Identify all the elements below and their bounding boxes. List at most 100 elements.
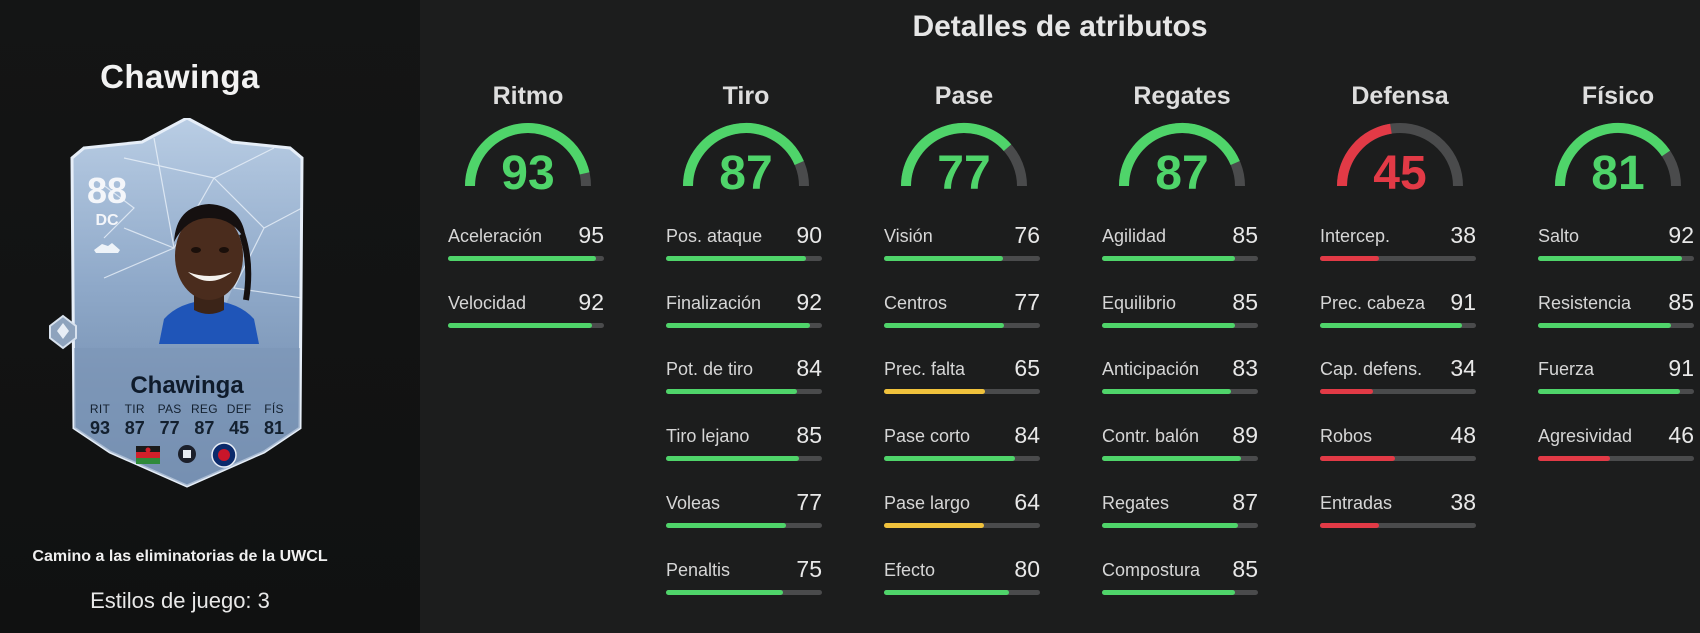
- attribute-bar-track: [1320, 322, 1476, 328]
- boot-icon: [94, 243, 120, 253]
- attribute-row: Velocidad 92: [448, 289, 608, 343]
- attribute-name: Visión: [884, 226, 933, 246]
- attribute-bar-track: [1320, 522, 1476, 528]
- attribute-bar-track: [666, 322, 822, 328]
- attribute-bar-track: [884, 456, 1040, 462]
- attribute-row: Agilidad 85: [1102, 222, 1262, 276]
- attribute-row: Finalización 92: [666, 289, 826, 343]
- attribute-row: Prec. cabeza 91: [1320, 289, 1480, 343]
- attribute-bar-track: [448, 256, 604, 261]
- card-stat: REG 87: [188, 402, 220, 439]
- attribute-bar-track: [1102, 589, 1258, 595]
- attribute-value: 48: [1450, 422, 1476, 449]
- attribute-bar-track: [884, 389, 1040, 395]
- attribute-bar-track: [1102, 256, 1258, 261]
- attribute-bar-track: [666, 389, 822, 395]
- attribute-name: Aceleración: [448, 226, 543, 246]
- attribute-bar-fill: [1538, 256, 1682, 261]
- category-column: Tiro 87 Pos. ataque 90 Finalización 92 Pot. de…: [666, 0, 826, 633]
- attribute-row: Cap. defens. 34: [1320, 355, 1480, 409]
- category-column: Ritmo 93 Aceleración 95 Velocidad 92: [448, 0, 608, 633]
- attribute-bar-track: [884, 322, 1040, 328]
- attribute-row: Penaltis 75: [666, 556, 826, 610]
- card-stat: PAS 77: [154, 402, 186, 439]
- attribute-bar-fill: [1102, 589, 1235, 595]
- attribute-name: Pase corto: [884, 426, 971, 447]
- attribute-value: 64: [1014, 488, 1040, 515]
- card-stats: RIT 93 TIR 87 PAS 77 REG 87 DEF 45 FÍS 81: [84, 402, 290, 439]
- attribute-bar-fill: [1538, 389, 1680, 395]
- attribute-row: Centros 77: [884, 289, 1044, 343]
- card-stat-label: RIT: [89, 402, 111, 416]
- attribute-name: Intercep.: [1320, 226, 1391, 246]
- attribute-row: Voleas 77: [666, 489, 826, 543]
- attribute-bar-fill: [884, 522, 984, 528]
- attribute-name: Finalización: [666, 292, 762, 313]
- card-stat-label: REG: [190, 402, 218, 416]
- player-name: Chawinga: [100, 58, 260, 95]
- attribute-value: 85: [1232, 288, 1258, 315]
- attribute-bar-fill: [1538, 322, 1671, 328]
- attribute-row: Prec. falta 65: [884, 355, 1044, 409]
- attribute-name: Compostura: [1102, 559, 1201, 580]
- attribute-value: 85: [1232, 222, 1258, 248]
- attribute-value: 34: [1450, 355, 1476, 382]
- attribute-bar-track: [1102, 522, 1258, 528]
- player-card[interactable]: 88 DC Chawinga RIT 93 TIR 87 PAS 77 REG 87 D…: [49, 118, 310, 490]
- attribute-value: 77: [796, 488, 822, 515]
- attribute-value: 91: [1450, 288, 1476, 315]
- category-gauge: [683, 123, 809, 187]
- attribute-value: 85: [1232, 555, 1258, 582]
- attribute-value: 38: [1450, 222, 1476, 248]
- attribute-bar-track: [666, 456, 822, 462]
- attribute-bar-fill: [884, 256, 1003, 261]
- attribute-value: 76: [1014, 222, 1040, 248]
- category-gauge: [901, 122, 1027, 187]
- attribute-value: 95: [578, 222, 604, 248]
- card-stat-label: TIR: [124, 402, 145, 416]
- attribute-row: Tiro lejano 85: [666, 422, 826, 476]
- category-title: Defensa: [1351, 82, 1449, 110]
- attribute-bar-fill: [1320, 256, 1380, 261]
- category-rating: 77: [937, 147, 991, 200]
- attribute-row: Intercep. 38: [1320, 222, 1480, 276]
- attribute-bar-track: [666, 256, 822, 261]
- attribute-bar-track: [884, 589, 1040, 595]
- gauge-fill: [465, 123, 590, 187]
- attribute-bar-fill: [448, 322, 592, 328]
- attribute-name: Pot. de tiro: [666, 359, 754, 380]
- attribute-bar-fill: [1320, 322, 1462, 328]
- attribute-bar-fill: [1320, 389, 1374, 395]
- category-rating: 81: [1591, 147, 1645, 200]
- category-gauge: [1555, 123, 1681, 187]
- category-gauge: [1119, 123, 1245, 187]
- attribute-row: Regates 87: [1102, 489, 1262, 543]
- gauge-fill: [901, 122, 1012, 187]
- attribute-name: Penaltis: [666, 559, 731, 580]
- card-stat-label: FÍS: [264, 402, 284, 416]
- attribute-bar-fill: [448, 256, 597, 261]
- attribute-name: Anticipación: [1102, 359, 1200, 380]
- card-stat-value: 87: [194, 418, 215, 438]
- attribute-bar-fill: [666, 522, 787, 528]
- category-rating: 87: [1155, 147, 1209, 200]
- card-stat-value: 93: [89, 418, 111, 438]
- attribute-row: Pos. ataque 90: [666, 222, 826, 276]
- attribute-value: 80: [1014, 555, 1040, 582]
- attribute-value: 85: [1668, 288, 1694, 315]
- attribute-bar-fill: [1102, 256, 1235, 261]
- attribute-bar-fill: [1102, 456, 1241, 462]
- attribute-bar-track: [1538, 389, 1694, 395]
- attribute-row: Anticipación 83: [1102, 355, 1262, 409]
- attribute-row: Agresividad 46: [1538, 422, 1698, 476]
- attribute-name: Entradas: [1320, 492, 1393, 513]
- attribute-bar-fill: [884, 589, 1009, 595]
- attribute-name: Pase largo: [884, 492, 971, 513]
- category-title: Físico: [1581, 82, 1655, 110]
- attribute-bar-track: [884, 256, 1040, 261]
- attribute-row: Efecto 80: [884, 556, 1044, 610]
- attribute-row: Fuerza 91: [1538, 355, 1698, 409]
- card-stat-label: PAS: [157, 402, 182, 416]
- card-badges: [136, 442, 237, 468]
- attribute-row: Robos 48: [1320, 422, 1480, 476]
